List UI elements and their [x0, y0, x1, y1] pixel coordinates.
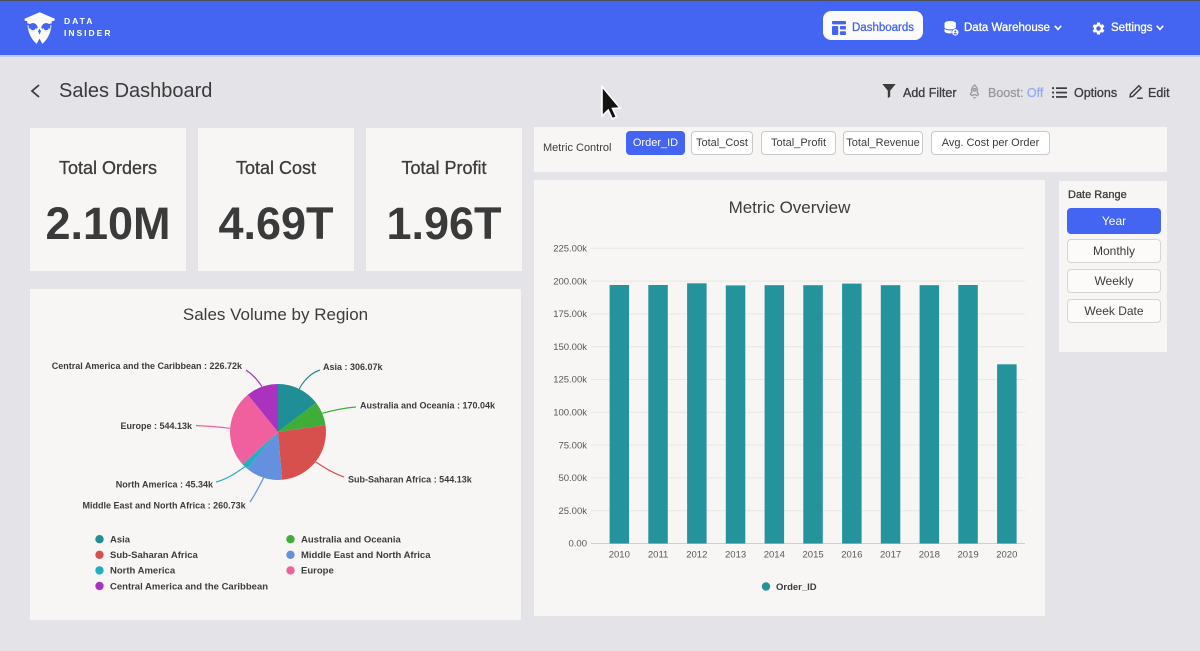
svg-text:Middle East and North Africa :: Middle East and North Africa : 260.73k [82, 501, 246, 511]
svg-text:0.00: 0.00 [569, 539, 588, 550]
svg-text:Asia: Asia [110, 535, 131, 546]
svg-text:75.00k: 75.00k [558, 440, 587, 451]
svg-text:2015: 2015 [803, 550, 824, 561]
svg-text:50.00k: 50.00k [558, 473, 587, 484]
svg-text:2011: 2011 [648, 550, 668, 561]
svg-text:225.00k: 225.00k [553, 244, 587, 255]
svg-text:North America : 45.34k: North America : 45.34k [116, 480, 214, 490]
svg-text:2020: 2020 [996, 550, 1017, 561]
svg-text:2013: 2013 [725, 550, 746, 561]
svg-text:Middle East and North Africa: Middle East and North Africa [301, 550, 431, 561]
svg-text:100.00k: 100.00k [553, 408, 587, 419]
svg-text:2018: 2018 [919, 550, 940, 561]
svg-text:2017: 2017 [880, 550, 901, 561]
svg-text:Sub-Saharan Africa : 544.13k: Sub-Saharan Africa : 544.13k [348, 475, 473, 485]
svg-text:2014: 2014 [764, 550, 785, 561]
svg-text:Central America and the Caribb: Central America and the Caribbean : 226.… [52, 361, 243, 371]
svg-text:Australia and Oceania : 170.04: Australia and Oceania : 170.04k [360, 401, 496, 411]
svg-text:Europe: Europe [301, 566, 334, 577]
svg-text:Australia and Oceania: Australia and Oceania [301, 535, 402, 546]
svg-text:2012: 2012 [686, 550, 707, 561]
svg-text:150.00k: 150.00k [553, 342, 587, 353]
svg-text:Central America and the Caribb: Central America and the Caribbean [110, 581, 268, 592]
svg-text:125.00k: 125.00k [553, 375, 587, 386]
svg-text:2016: 2016 [841, 550, 862, 561]
svg-text:Asia : 306.07k: Asia : 306.07k [323, 362, 384, 372]
svg-text:25.00k: 25.00k [558, 506, 587, 517]
svg-text:Sub-Saharan Africa: Sub-Saharan Africa [110, 550, 199, 561]
svg-text:175.00k: 175.00k [553, 309, 587, 320]
svg-text:2010: 2010 [609, 550, 630, 561]
svg-text:2019: 2019 [958, 550, 979, 561]
svg-text:Order_ID: Order_ID [776, 582, 817, 593]
svg-text:Europe : 544.13k: Europe : 544.13k [120, 421, 193, 431]
svg-text:North America: North America [110, 566, 176, 577]
svg-text:200.00k: 200.00k [553, 276, 587, 287]
